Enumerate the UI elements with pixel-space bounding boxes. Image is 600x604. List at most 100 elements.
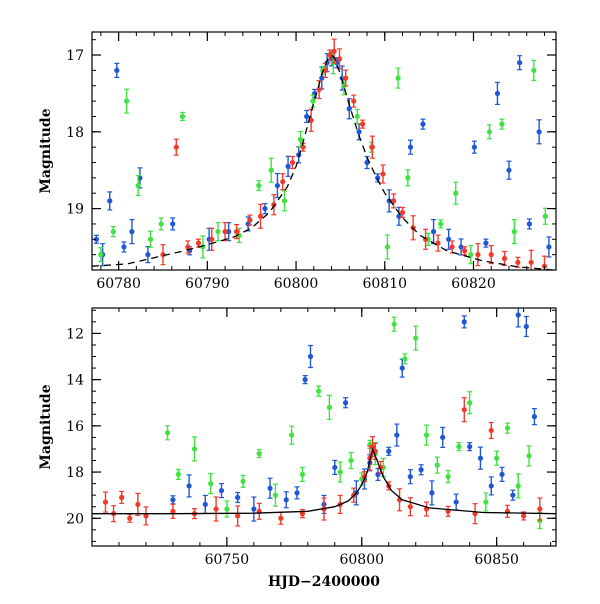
- data-point: [537, 497, 543, 521]
- data-point: [420, 118, 426, 130]
- data-point: [486, 124, 493, 140]
- data-point: [185, 240, 191, 254]
- data-point: [395, 67, 401, 89]
- data-point: [93, 234, 100, 244]
- data-point: [523, 315, 529, 338]
- data-point: [526, 218, 532, 230]
- data-point: [218, 482, 225, 499]
- data-point: [405, 169, 411, 187]
- data-point: [336, 48, 343, 70]
- x-tick-label: 60800: [274, 276, 319, 292]
- data-point: [107, 191, 113, 211]
- data-point: [331, 38, 337, 64]
- data-point: [413, 325, 419, 351]
- model-curve: [92, 54, 554, 270]
- y-tick-label: 17: [66, 48, 84, 64]
- y-tick-label: 18: [66, 125, 84, 141]
- data-point: [504, 504, 511, 518]
- data-point: [515, 473, 521, 499]
- data-point: [423, 501, 430, 517]
- x-tick-label: 60800: [339, 552, 384, 568]
- data-point: [267, 477, 273, 499]
- data-point: [247, 214, 253, 226]
- data-point: [488, 476, 494, 496]
- data-point: [407, 139, 414, 155]
- data-point: [531, 59, 537, 81]
- x-tick-label: 60820: [451, 276, 496, 292]
- data-point: [369, 135, 375, 159]
- data-point: [175, 468, 181, 480]
- data-point: [179, 111, 186, 122]
- data-point: [402, 353, 408, 365]
- data-point: [256, 179, 262, 192]
- data-point: [268, 157, 274, 183]
- data-point: [430, 219, 437, 245]
- data-point: [461, 315, 467, 329]
- data-point: [423, 424, 430, 446]
- data-point: [135, 174, 141, 197]
- data-point: [283, 491, 289, 509]
- data-point: [191, 436, 198, 462]
- data-point: [222, 222, 228, 242]
- data-point: [170, 495, 176, 505]
- data-point: [461, 397, 467, 423]
- data-point: [483, 492, 489, 512]
- plot-area: [92, 308, 556, 530]
- data-point: [322, 62, 328, 78]
- data-point: [302, 375, 308, 385]
- data-point: [407, 469, 413, 485]
- data-point: [546, 236, 552, 258]
- y-tick-label: 16: [66, 419, 84, 435]
- data-point: [326, 394, 332, 420]
- data-point: [274, 172, 281, 199]
- data-point: [483, 238, 489, 248]
- data-point: [391, 316, 397, 332]
- data-point: [272, 483, 279, 507]
- data-point: [304, 109, 310, 124]
- data-point: [536, 119, 542, 145]
- data-point: [158, 217, 164, 231]
- panel-bottom-full: 60750 60800 60850 12 14 16 18 20 Magnitude HJD−24…: [38, 307, 557, 590]
- data-point: [289, 155, 296, 170]
- data-point: [129, 219, 135, 245]
- data-point: [215, 222, 221, 242]
- data-point: [143, 506, 149, 526]
- data-point: [510, 489, 516, 501]
- data-point: [394, 423, 400, 447]
- data-point: [494, 450, 500, 466]
- data-point: [435, 234, 441, 252]
- data-point: [98, 247, 104, 263]
- y-tick-label: 14: [66, 373, 84, 389]
- data-point: [235, 505, 241, 527]
- data-point: [240, 474, 246, 488]
- panel-top-zoom: 60780 60790 60800 60810 60820 17 18 19 Magnitude: [38, 31, 557, 292]
- data-point: [517, 55, 523, 71]
- data-point: [542, 207, 548, 225]
- data-point: [359, 119, 366, 129]
- data-point: [384, 234, 391, 260]
- data-point: [467, 442, 473, 452]
- data-point: [251, 496, 257, 522]
- data-point: [504, 422, 511, 434]
- data-point: [346, 98, 352, 120]
- data-point: [213, 496, 219, 522]
- data-point: [342, 397, 349, 409]
- data-point: [285, 155, 291, 177]
- data-point: [114, 62, 120, 78]
- data-point: [170, 217, 176, 231]
- x-tick-label: 60780: [96, 276, 141, 292]
- data-point: [102, 491, 109, 513]
- data-point: [472, 503, 478, 525]
- data-point: [119, 490, 125, 505]
- data-point: [445, 470, 451, 484]
- x-axis-label: HJD−2400000: [268, 574, 380, 590]
- data-point: [121, 241, 127, 253]
- data-point: [164, 425, 171, 441]
- x-tick-label: 60750: [205, 552, 250, 568]
- data-point: [471, 140, 477, 154]
- y-tick-label: 19: [66, 202, 84, 218]
- data-point: [399, 358, 405, 378]
- data-point: [488, 421, 494, 440]
- x-tick-label: 60790: [185, 276, 230, 292]
- data-point: [511, 219, 517, 245]
